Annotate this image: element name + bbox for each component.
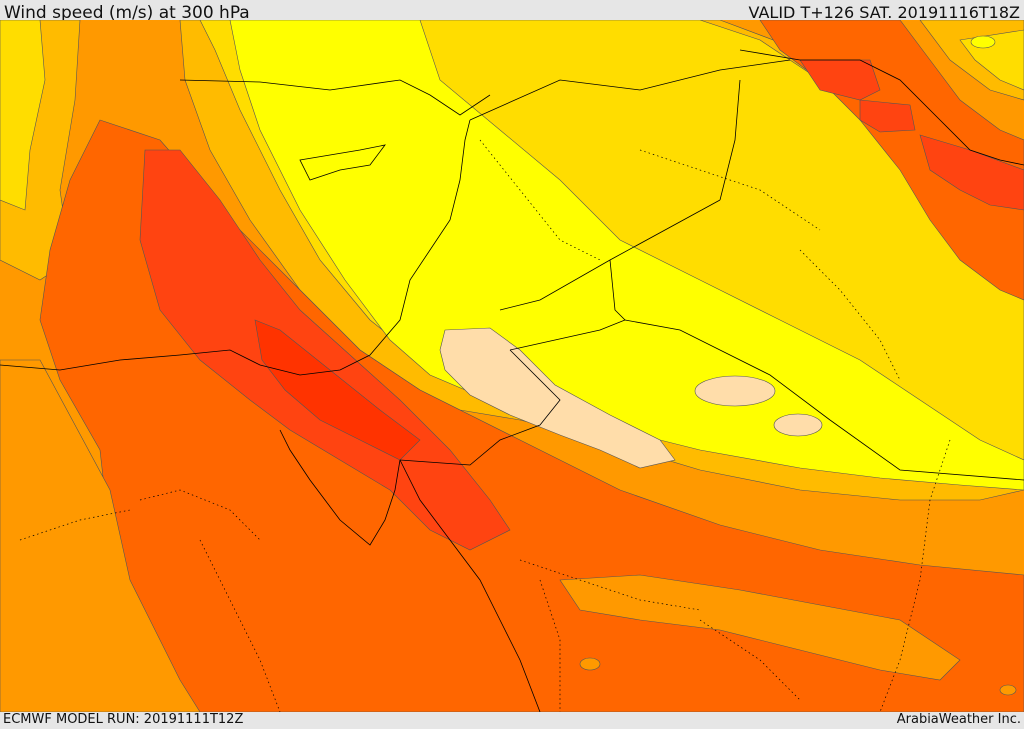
wind-speed-map xyxy=(0,20,1024,712)
internal-borders xyxy=(19,139,951,712)
map-title: Wind speed (m/s) at 300 hPa xyxy=(4,3,250,23)
coastlines xyxy=(0,49,1024,712)
contour-band-peach-east xyxy=(694,375,776,407)
contour-band-jet-core xyxy=(139,149,511,551)
contour-band-yellow xyxy=(229,20,1024,491)
country-borders xyxy=(399,59,1024,481)
model-run-label: ECMWF MODEL RUN: 20191111T12Z xyxy=(3,712,244,727)
contour-band-peach-small xyxy=(773,413,823,437)
credit-label: ArabiaWeather Inc. xyxy=(896,712,1021,727)
valid-time-label: VALID T+126 SAT. 20191116T18Z xyxy=(748,3,1020,22)
contour-band-south-orange xyxy=(39,119,1024,712)
